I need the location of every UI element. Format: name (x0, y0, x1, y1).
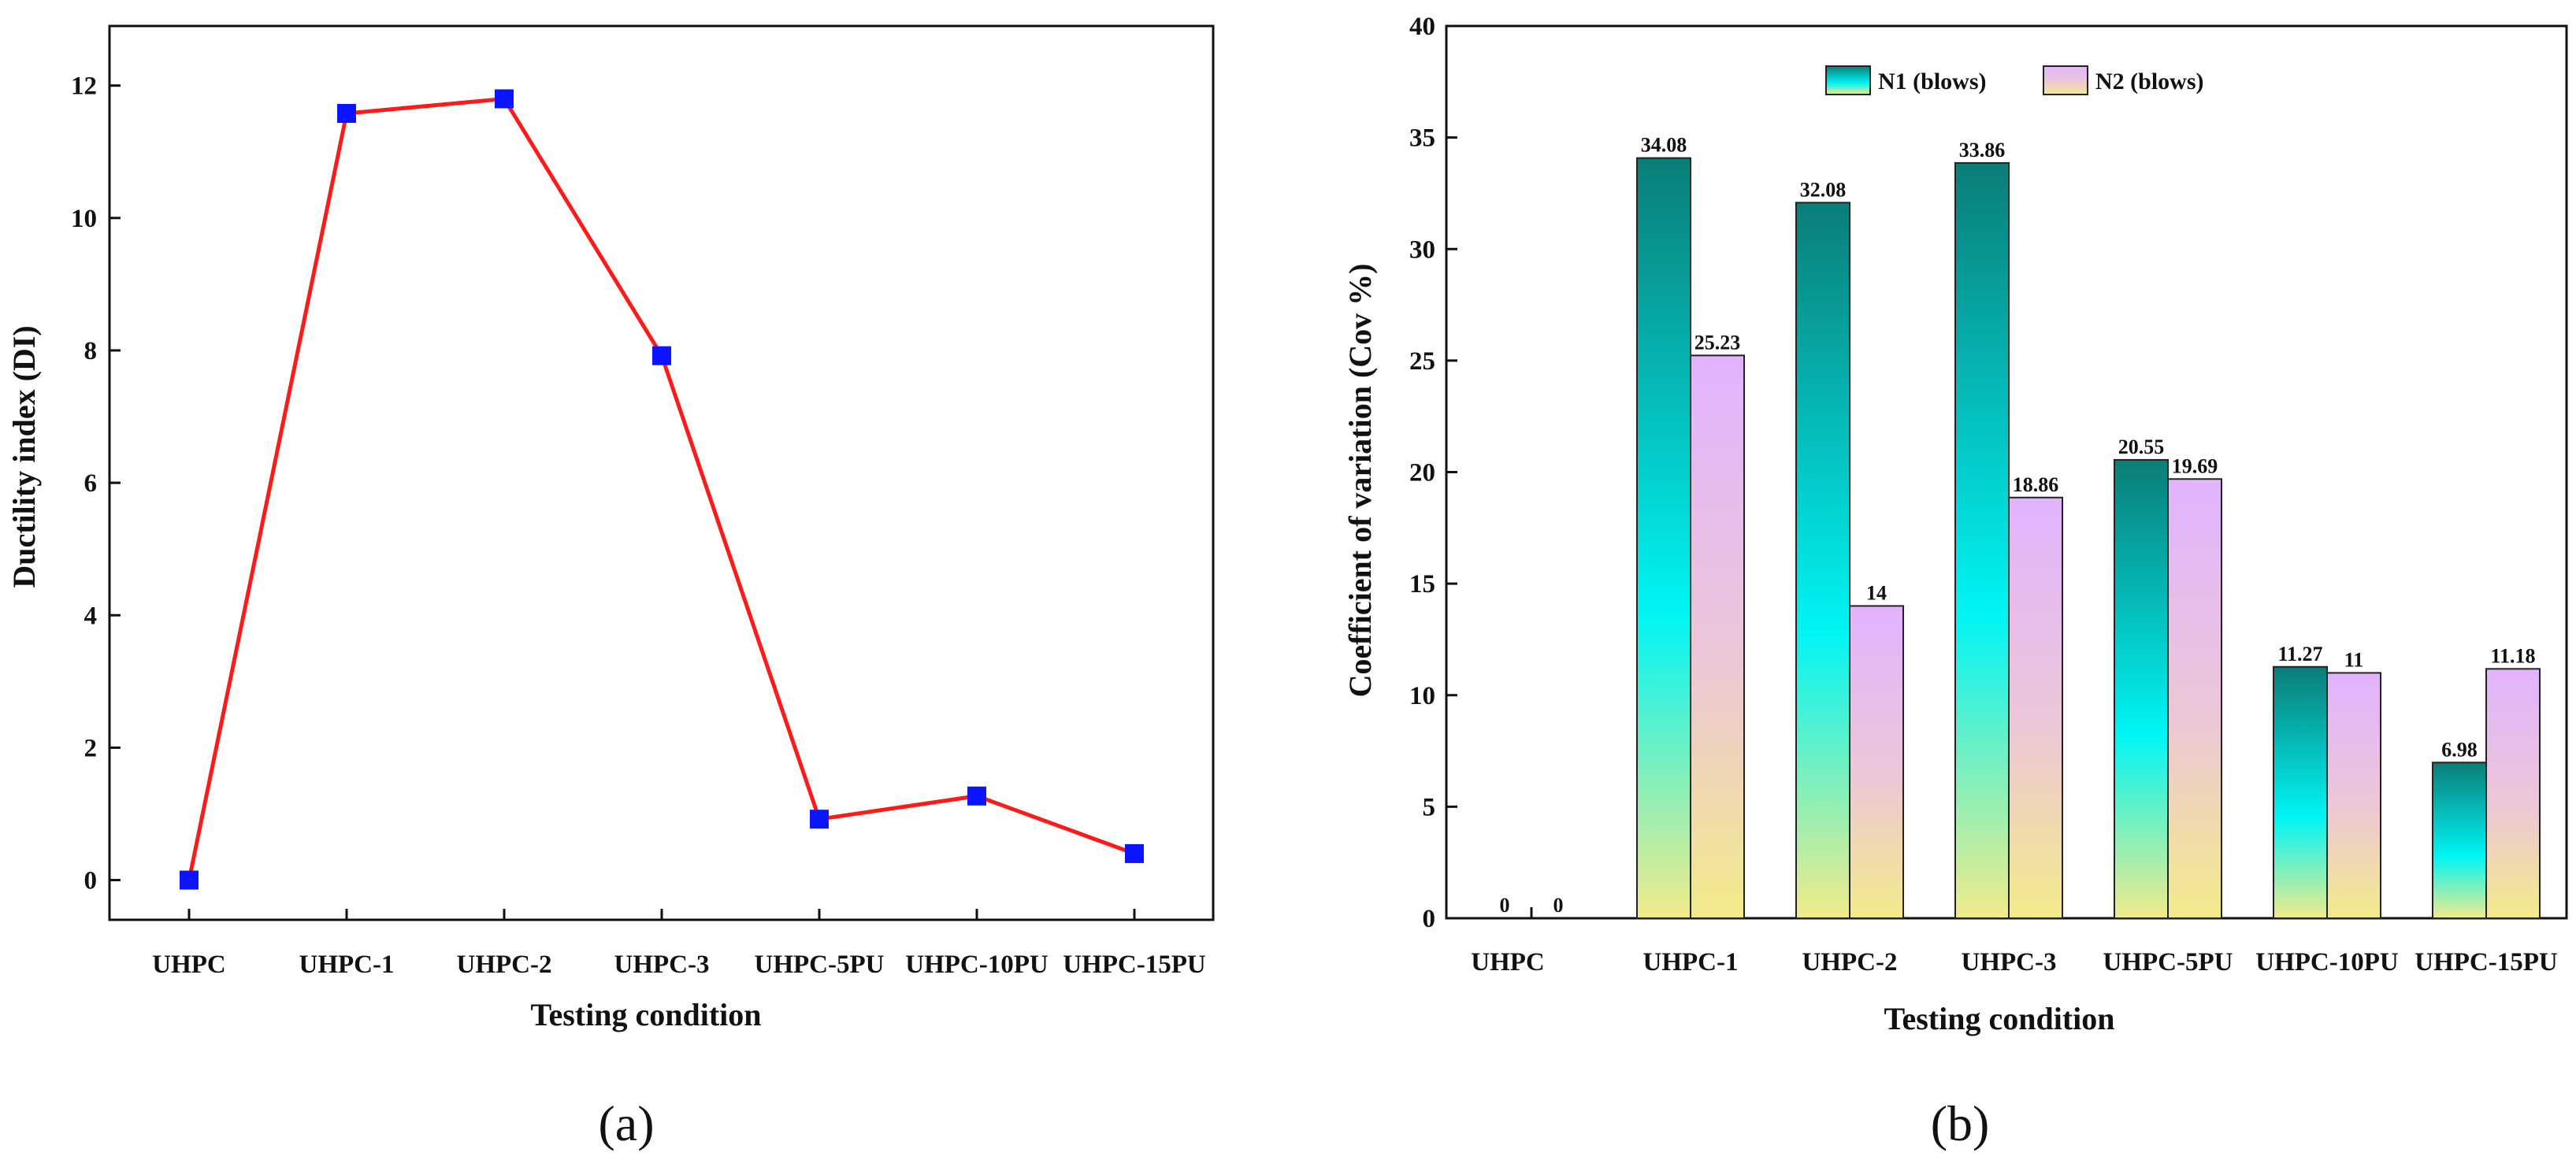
data-label-n1: 11.27 (2277, 643, 2322, 665)
x-tick-label-a: UHPC-3 (614, 951, 710, 979)
legend: N1 (blows) N2 (blows) (1825, 65, 2204, 95)
x-tick-label-b: UHPC-2 (1802, 948, 1898, 977)
line-chart-plot: 0 2 4 6 8 10 12 UHPC UHPC-1 UHPC-2 UHPC-3 UHPC-5PU U… (71, 24, 1215, 979)
y-tick-label-b: 30 (1409, 235, 1435, 264)
data-label-n2: 14 (1866, 581, 1887, 604)
bar-n1 (2273, 665, 2328, 919)
legend-swatch-n2 (2043, 65, 2088, 95)
bar-chart-b: 0 5 10 15 20 25 30 35 40 UHPC UHPC-1 UHPC-2 UHPC-3 UH… (1342, 13, 2568, 1151)
y-tick-label-b: 20 (1409, 459, 1435, 487)
bar-n2 (1690, 354, 1745, 920)
data-label-n2: 0 (1553, 894, 1564, 917)
bar-n2 (2167, 478, 2222, 919)
data-point-a (810, 810, 829, 829)
x-tick-label-a: UHPC-5PU (755, 951, 885, 979)
plot-frame-a (108, 24, 1215, 921)
bar-n2 (2326, 672, 2381, 919)
y-tick-label-a: 10 (71, 205, 97, 233)
data-point-a (180, 870, 199, 890)
x-tick-label-a: UHPC (152, 951, 226, 979)
y-tick-label-a: 0 (84, 867, 98, 895)
bar-n1 (1636, 157, 1691, 919)
legend-swatch-n1 (1825, 65, 1871, 95)
panel-label-b: (b) (1931, 1095, 1990, 1151)
data-label-n1: 0 (1500, 894, 1510, 917)
y-tick-label-a: 6 (84, 469, 98, 498)
data-label-n2: 19.69 (2172, 454, 2218, 477)
x-tick-label-b: UHPC-3 (1962, 948, 2057, 977)
x-tick-label-a: UHPC-10PU (905, 951, 1049, 979)
data-point-a (337, 103, 356, 123)
bar-n2 (2485, 668, 2541, 919)
y-tick-label-b: 10 (1409, 682, 1435, 710)
y-axis-label-b: Coefficient of variation (Cov %) (1342, 264, 1378, 698)
y-tick-label-a: 12 (71, 72, 97, 101)
x-tick-label-b: UHPC (1471, 948, 1545, 977)
x-tick-label-a: UHPC-1 (299, 951, 395, 979)
data-point-a (652, 346, 671, 365)
data-point-a (1125, 843, 1144, 863)
y-tick-label-b: 35 (1409, 124, 1435, 153)
bar-n1 (1954, 161, 2010, 919)
bar-n1 (2432, 762, 2487, 919)
x-tick-label-b: UHPC-5PU (2103, 948, 2233, 977)
y-tick-label-a: 8 (84, 337, 98, 365)
x-axis-label-b: Testing condition (1884, 1001, 2114, 1036)
panel-label-a: (a) (598, 1095, 654, 1151)
x-tick-label-b: UHPC-1 (1643, 948, 1739, 977)
series-line-a (187, 96, 1135, 881)
data-label-n1: 34.08 (1641, 134, 1687, 157)
bar-chart-plot: 0 5 10 15 20 25 30 35 40 UHPC UHPC-1 UHPC-2 UHPC-3 UH… (1409, 13, 2568, 977)
y-tick-label-b: 40 (1409, 13, 1435, 41)
y-tick-label-a: 4 (84, 602, 98, 630)
data-label-n2: 11.18 (2490, 644, 2535, 667)
data-point-a (967, 786, 986, 806)
bar-n2 (2008, 496, 2063, 919)
y-tick-label-b: 15 (1409, 570, 1435, 599)
data-label-n1: 32.08 (1800, 178, 1847, 201)
x-axis-label-a: Testing condition (530, 997, 761, 1032)
y-axis-label-a: Ductility index (DI) (6, 325, 42, 587)
data-label-n1: 20.55 (2118, 435, 2165, 458)
data-label-n1: 6.98 (2441, 738, 2478, 761)
x-tick-label-a: UHPC-2 (457, 951, 552, 979)
x-tick-label-a: UHPC-15PU (1063, 951, 1206, 979)
x-tick-label-b: UHPC-10PU (2255, 948, 2399, 977)
y-tick-label-b: 25 (1409, 347, 1435, 376)
bar-n1 (1795, 202, 1850, 920)
bar-n1 (2114, 458, 2169, 919)
data-label-n2: 11 (2344, 648, 2364, 671)
y-tick-label-b: 5 (1423, 793, 1436, 821)
line-chart-a: 0 2 4 6 8 10 12 UHPC UHPC-1 UHPC-2 UHPC-3 UHPC-5PU U… (6, 24, 1215, 1151)
data-label-n1: 33.86 (1959, 139, 2006, 161)
data-point-a (495, 89, 514, 109)
data-label-n2: 18.86 (2013, 473, 2059, 496)
y-tick-label-a: 2 (84, 734, 98, 762)
legend-label-n2: N2 (blows) (2095, 69, 2204, 95)
bar-n2 (1849, 605, 1904, 919)
x-tick-label-b: UHPC-15PU (2415, 948, 2558, 977)
data-label-n2: 25.23 (1694, 331, 1741, 354)
y-tick-label-b: 0 (1423, 905, 1436, 933)
legend-label-n1: N1 (blows) (1878, 69, 1987, 95)
